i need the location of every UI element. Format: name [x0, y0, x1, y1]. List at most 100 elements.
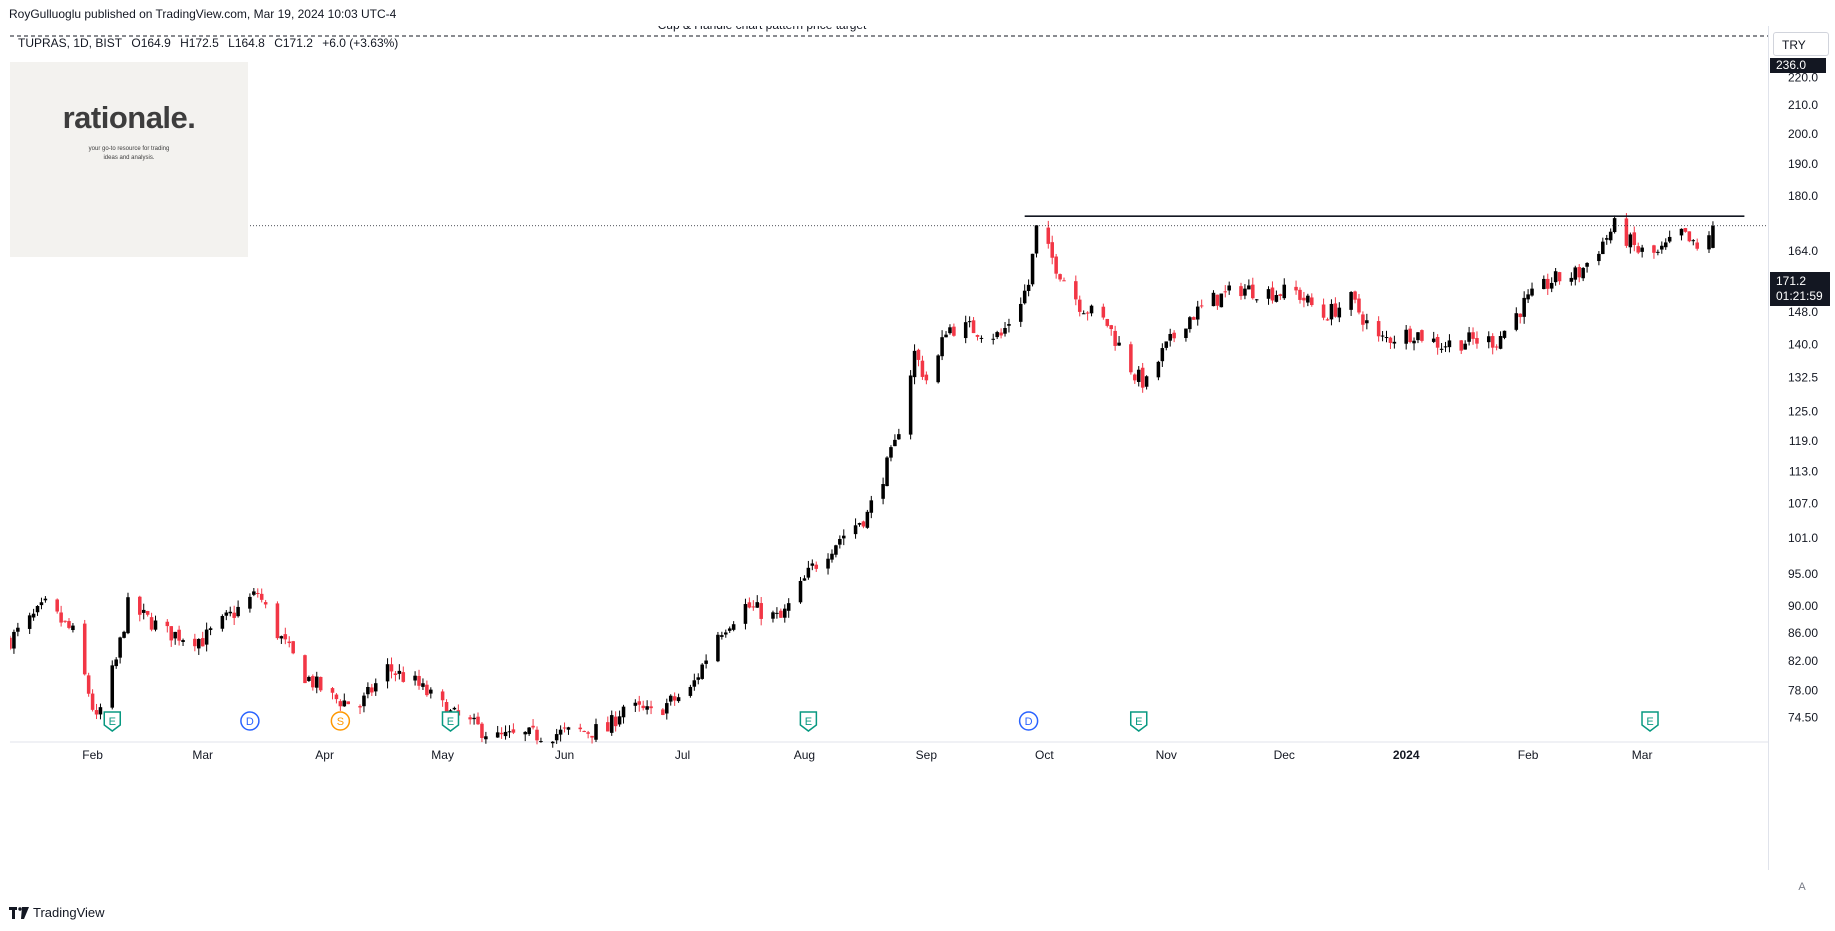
candle-body: [236, 606, 240, 617]
candle-body: [1514, 313, 1519, 330]
candle-body: [39, 602, 44, 606]
event-marker[interactable]: E: [103, 711, 122, 732]
candle-body: [12, 631, 16, 649]
price-tick-label: 107.0: [1788, 497, 1818, 511]
candle-body: [716, 634, 720, 662]
candle: [661, 708, 665, 716]
candle: [1306, 293, 1310, 307]
candle-body: [633, 702, 638, 706]
candle-body: [1243, 288, 1247, 296]
event-marker[interactable]: E: [1641, 711, 1659, 732]
candle-body: [1239, 286, 1243, 297]
currency-button[interactable]: TRY: [1773, 32, 1829, 56]
candle: [149, 612, 154, 632]
candle: [1392, 335, 1397, 349]
candle: [1695, 238, 1699, 251]
candle-body: [248, 596, 252, 609]
candle: [995, 330, 999, 340]
candle: [1085, 311, 1090, 321]
candle: [63, 620, 67, 624]
candle: [1624, 213, 1629, 248]
candle: [1388, 336, 1393, 350]
candle-body: [1168, 333, 1172, 341]
bar-countdown: 01:21:59: [1776, 289, 1823, 303]
candle-body: [594, 724, 598, 740]
candle: [842, 529, 846, 546]
candle: [228, 606, 233, 617]
candle: [503, 725, 508, 740]
price-tick-label: 164.0: [1788, 244, 1818, 258]
candle-body: [940, 337, 944, 357]
auto-scale-button[interactable]: A: [1798, 881, 1806, 893]
event-marker[interactable]: E: [441, 711, 460, 732]
candle: [1164, 341, 1169, 351]
candle-body: [802, 578, 807, 581]
candle: [1459, 339, 1464, 355]
candle: [1608, 228, 1613, 244]
candle-body: [1026, 284, 1031, 291]
candle: [531, 719, 535, 730]
candle-body: [1195, 306, 1200, 320]
candle: [779, 608, 783, 618]
candlestick-chart[interactable]: Cup & Handle chart pattern price target …: [10, 26, 1768, 870]
candle-body: [1046, 227, 1051, 244]
candle: [668, 694, 673, 706]
price-tick-label: 180.0: [1788, 189, 1818, 203]
footer-brand[interactable]: TradingView: [9, 905, 105, 920]
earnings-icon: [103, 711, 122, 732]
candle: [590, 735, 594, 744]
candle-body: [582, 730, 586, 732]
candle: [1439, 342, 1444, 353]
candle: [393, 671, 398, 682]
earnings-icon: [441, 711, 460, 732]
candle-body: [979, 337, 984, 339]
candle-body: [783, 608, 787, 618]
candle: [484, 731, 488, 744]
candle-body: [31, 613, 36, 618]
price-axis-labels: 74.50 78.00 82.00 86.00 90.00 95.00 101.0 107.0…: [1788, 70, 1818, 724]
candle-body: [1475, 338, 1479, 344]
candle-body: [480, 723, 484, 738]
candle-body: [1003, 328, 1007, 334]
candle-body: [617, 716, 622, 725]
candle: [1089, 304, 1094, 317]
event-marker[interactable]: S: [330, 711, 351, 731]
candle-body: [1577, 267, 1581, 278]
candle-body: [1597, 253, 1601, 262]
candle-body: [1227, 285, 1231, 291]
candle-body: [1199, 305, 1204, 307]
candle-body: [834, 545, 838, 555]
time-axis-label: May: [431, 748, 454, 762]
candle: [287, 636, 292, 648]
event-marker[interactable]: D: [240, 711, 260, 731]
event-marker[interactable]: E: [799, 711, 818, 732]
candle-body: [1282, 284, 1287, 299]
candle: [1034, 225, 1039, 258]
candle: [27, 612, 32, 634]
candle: [1074, 275, 1078, 306]
candle: [397, 664, 402, 680]
candle-body: [1184, 328, 1188, 339]
candle-body: [1192, 317, 1196, 320]
candle-body: [995, 332, 999, 338]
event-marker[interactable]: E: [1129, 711, 1148, 732]
candle: [263, 599, 268, 609]
candle: [889, 445, 893, 462]
event-marker-label: D: [246, 716, 254, 728]
candle-body: [1156, 361, 1161, 378]
candle-body: [786, 603, 791, 611]
event-marker[interactable]: D: [1018, 711, 1039, 731]
candle-body: [1707, 235, 1711, 250]
chart-plot-area[interactable]: Cup & Handle chart pattern price target …: [10, 26, 1769, 870]
candle: [940, 330, 944, 361]
candle: [1553, 267, 1558, 286]
candle: [1026, 279, 1031, 297]
price-tick-label: 113.0: [1789, 464, 1818, 478]
candle-body: [1663, 242, 1668, 248]
price-axis[interactable]: 74.50 78.00 82.00 86.00 90.00 95.00 101.0 107.0…: [1768, 26, 1835, 870]
candle-body: [661, 709, 665, 715]
candle: [177, 625, 181, 646]
candle: [1081, 310, 1086, 315]
candle: [252, 588, 256, 597]
candle: [126, 592, 130, 635]
